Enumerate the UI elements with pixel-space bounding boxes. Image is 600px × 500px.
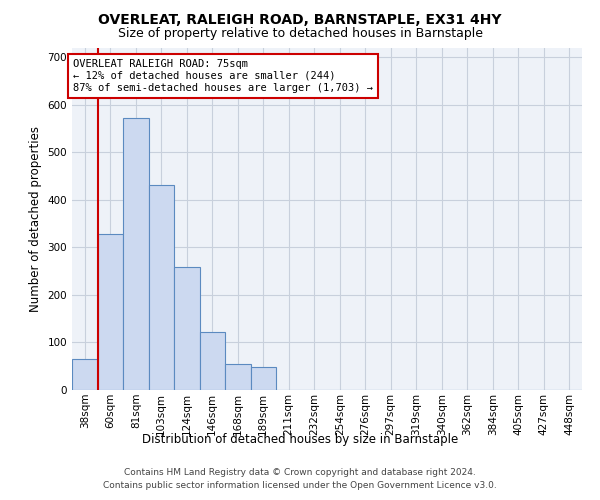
Bar [97, 234, 123, 390]
Bar [251, 367, 276, 390]
Bar [72, 359, 97, 390]
Text: Contains HM Land Registry data © Crown copyright and database right 2024.
Contai: Contains HM Land Registry data © Crown c… [103, 468, 497, 490]
Bar [123, 118, 149, 390]
Bar [149, 186, 174, 390]
Text: Size of property relative to detached houses in Barnstaple: Size of property relative to detached ho… [118, 28, 482, 40]
Y-axis label: Number of detached properties: Number of detached properties [29, 126, 42, 312]
Text: OVERLEAT, RALEIGH ROAD, BARNSTAPLE, EX31 4HY: OVERLEAT, RALEIGH ROAD, BARNSTAPLE, EX31… [98, 12, 502, 26]
Text: OVERLEAT RALEIGH ROAD: 75sqm
← 12% of detached houses are smaller (244)
87% of s: OVERLEAT RALEIGH ROAD: 75sqm ← 12% of de… [73, 60, 373, 92]
Bar [225, 364, 251, 390]
Text: Distribution of detached houses by size in Barnstaple: Distribution of detached houses by size … [142, 432, 458, 446]
Bar [199, 332, 225, 390]
Bar [174, 268, 199, 390]
